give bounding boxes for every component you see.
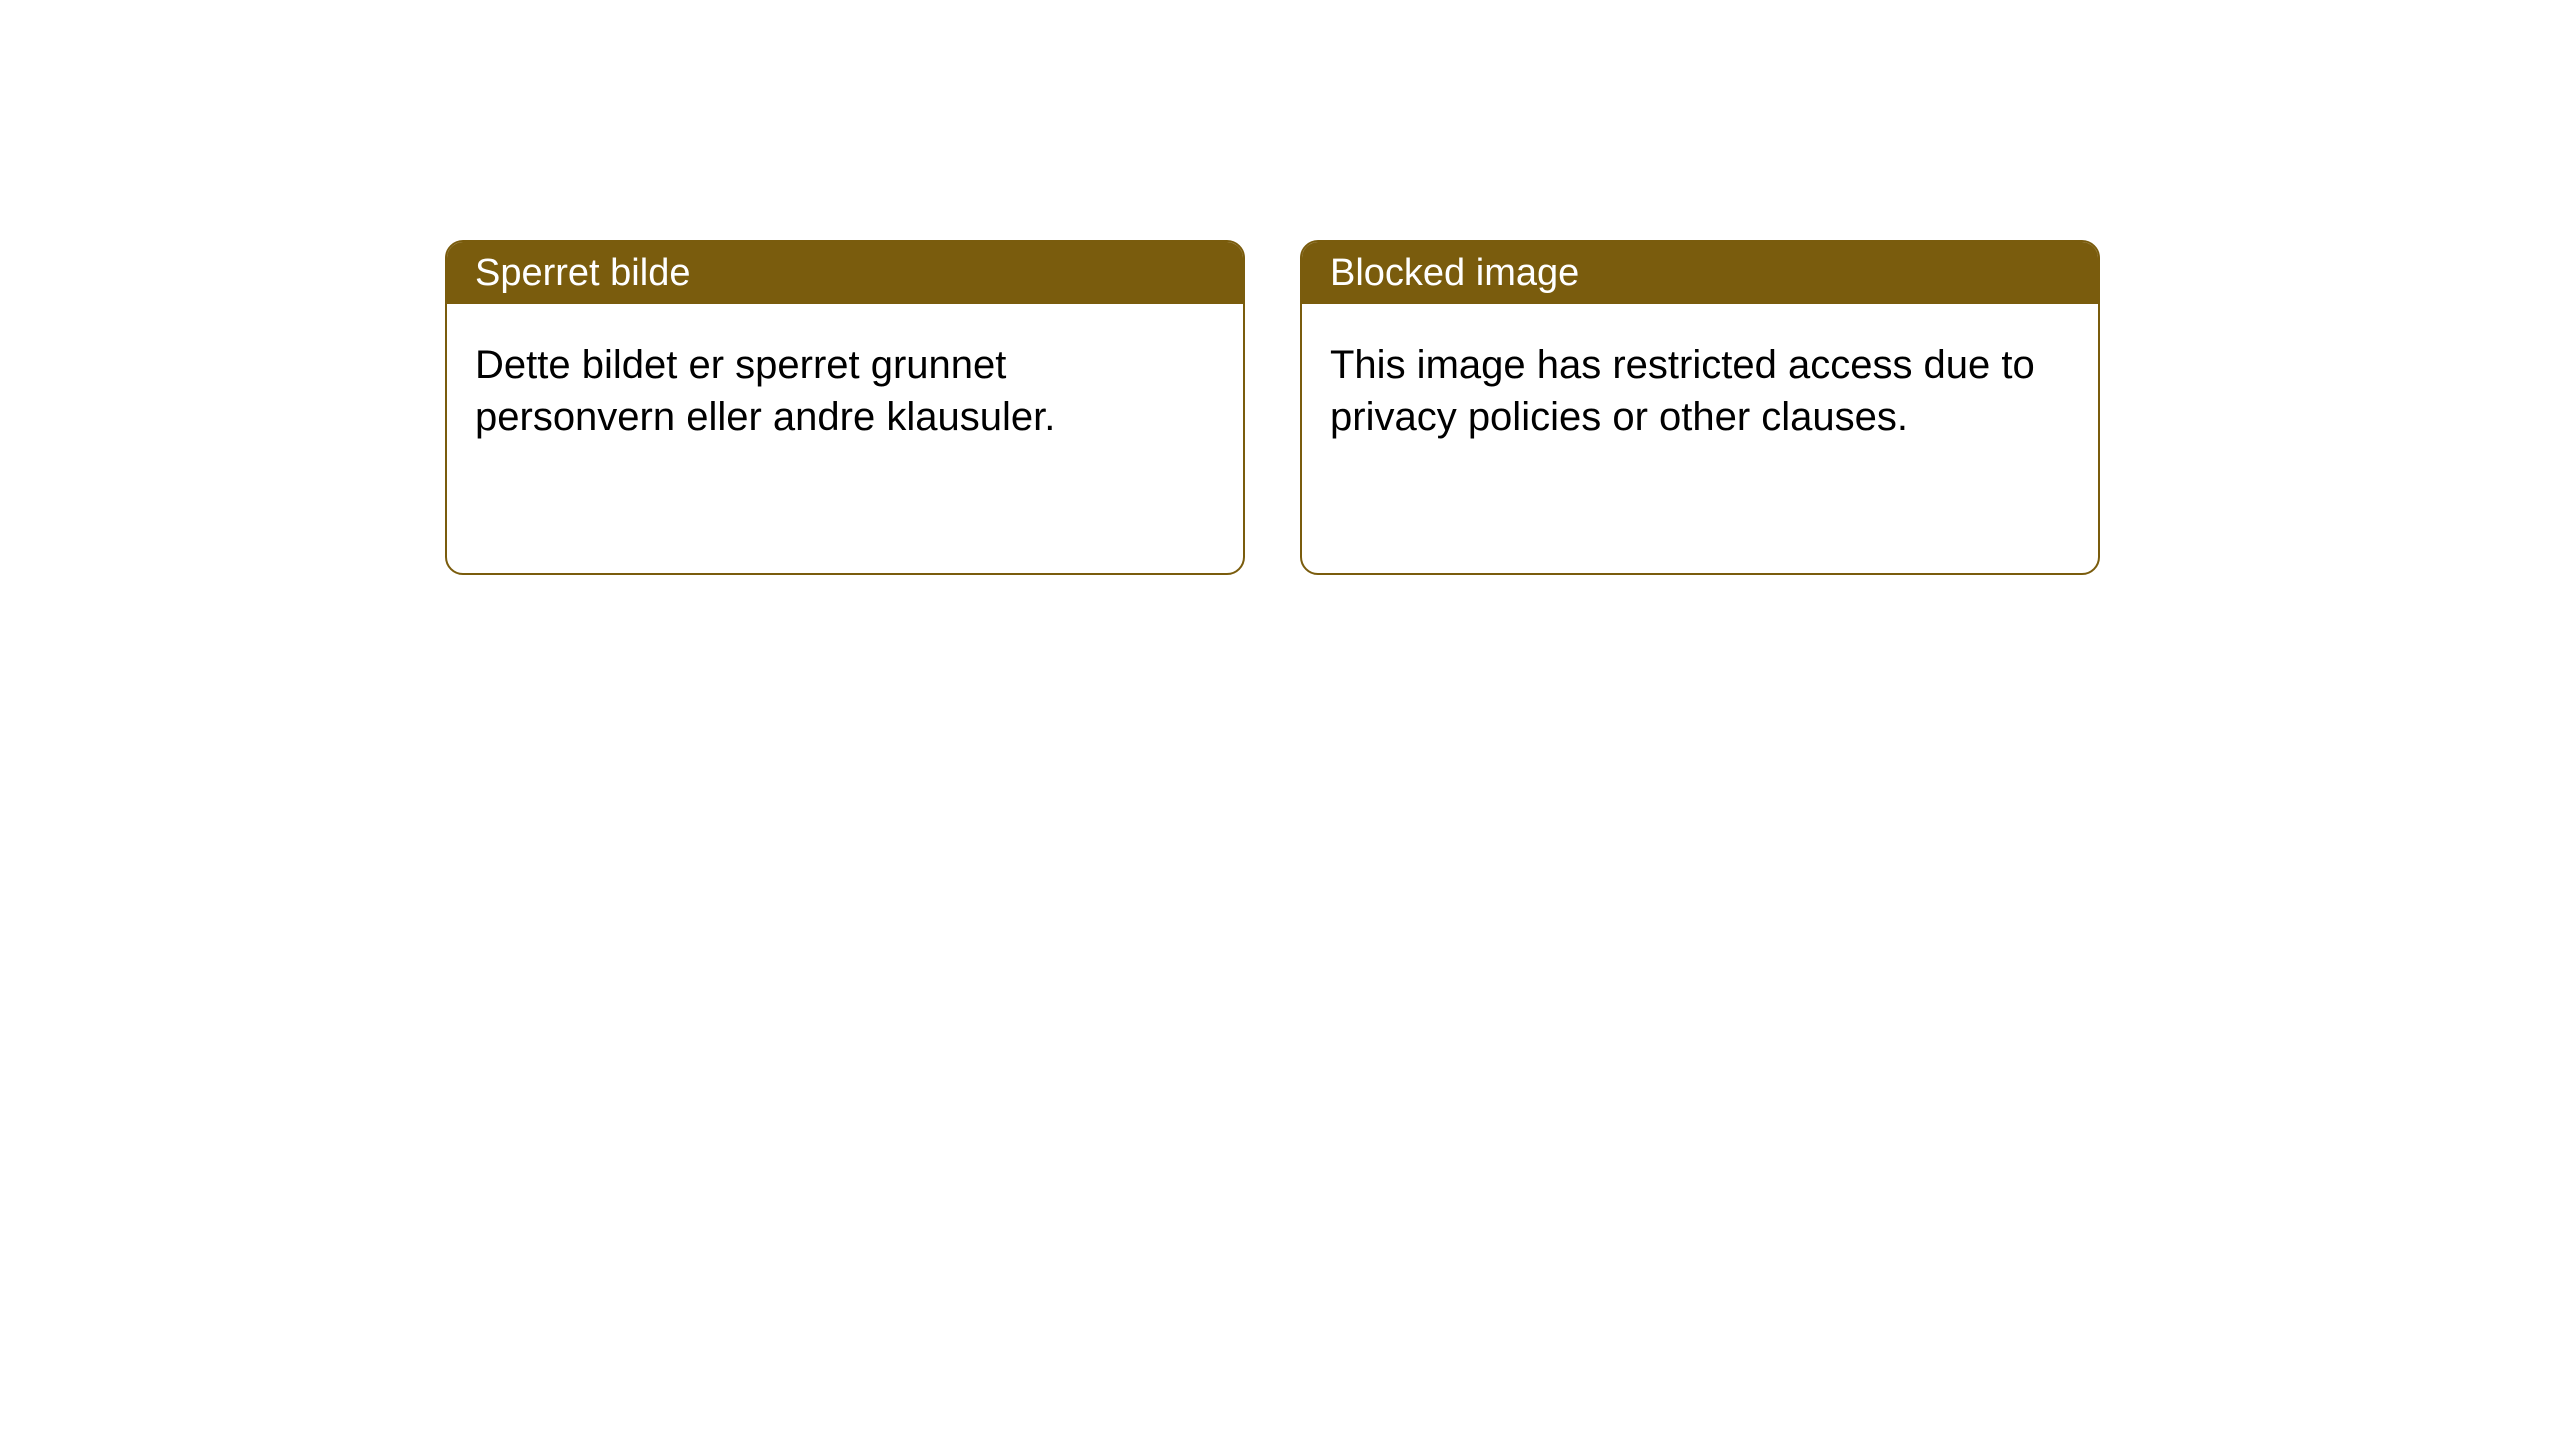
- notice-container: Sperret bilde Dette bildet er sperret gr…: [0, 0, 2560, 575]
- notice-message: This image has restricted access due to …: [1330, 343, 2035, 439]
- notice-header: Blocked image: [1302, 242, 2098, 304]
- notice-box-norwegian: Sperret bilde Dette bildet er sperret gr…: [445, 240, 1245, 575]
- notice-message: Dette bildet er sperret grunnet personve…: [475, 343, 1055, 439]
- notice-body: This image has restricted access due to …: [1302, 304, 2098, 478]
- notice-header: Sperret bilde: [447, 242, 1243, 304]
- notice-box-english: Blocked image This image has restricted …: [1300, 240, 2100, 575]
- notice-title: Blocked image: [1330, 252, 1579, 295]
- notice-title: Sperret bilde: [475, 252, 690, 295]
- notice-body: Dette bildet er sperret grunnet personve…: [447, 304, 1243, 478]
